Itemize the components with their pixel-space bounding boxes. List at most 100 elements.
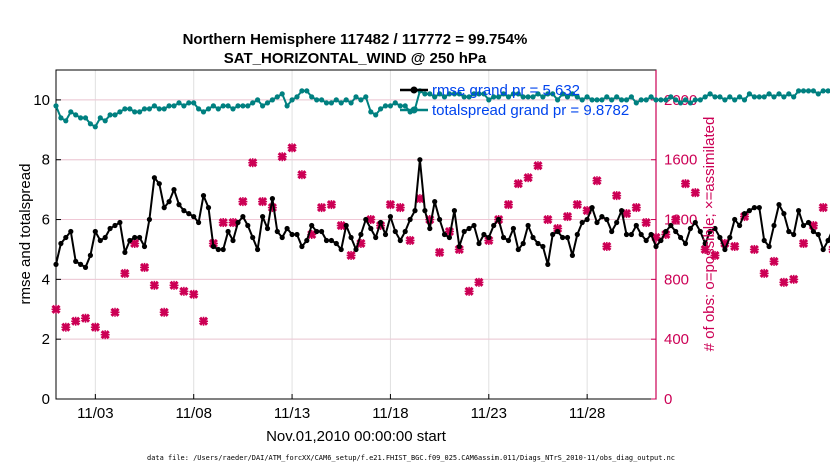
obs-point bbox=[218, 217, 228, 228]
rmse-point bbox=[510, 225, 516, 232]
spread-point bbox=[127, 106, 133, 112]
spread-point bbox=[678, 100, 684, 106]
obs-point bbox=[317, 203, 327, 213]
rmse-point bbox=[368, 225, 374, 232]
spread-point bbox=[368, 109, 374, 115]
obs-point bbox=[326, 200, 336, 210]
spread-point bbox=[343, 97, 349, 103]
spread-point bbox=[73, 112, 79, 118]
rmse-point bbox=[727, 234, 733, 241]
obs-point bbox=[257, 197, 268, 207]
y-left-tick-label: 6 bbox=[42, 212, 50, 229]
obs-point bbox=[798, 238, 809, 249]
rmse-point bbox=[323, 237, 330, 244]
rmse-point bbox=[358, 231, 364, 238]
x-tick-label: 11/03 bbox=[77, 405, 113, 422]
spread-point bbox=[638, 97, 644, 103]
spread-point bbox=[766, 91, 772, 97]
rmse-point bbox=[658, 237, 664, 244]
rmse-point bbox=[191, 214, 197, 220]
rmse-point bbox=[328, 237, 334, 244]
spread-point bbox=[161, 106, 167, 112]
rmse-point bbox=[250, 234, 256, 241]
rmse-point bbox=[171, 187, 177, 193]
rmse-point bbox=[338, 246, 344, 253]
y-axis-right-label: # of obs: o=possible; ×=assimilated bbox=[701, 117, 718, 352]
obs-point bbox=[90, 322, 100, 332]
rmse-point bbox=[235, 219, 241, 226]
rmse-point bbox=[535, 240, 541, 247]
rmse-point bbox=[97, 237, 103, 244]
obs-point bbox=[435, 247, 445, 258]
rmse-point bbox=[422, 208, 428, 214]
obs-point bbox=[346, 250, 356, 260]
rmse-point bbox=[540, 243, 546, 250]
rmse-point bbox=[53, 261, 59, 267]
obs-point bbox=[572, 200, 582, 210]
spread-point bbox=[82, 115, 89, 121]
spread-point bbox=[623, 97, 630, 103]
spread-point bbox=[579, 97, 585, 103]
spread-point bbox=[279, 91, 285, 97]
obs-point bbox=[130, 238, 140, 249]
rmse-point bbox=[314, 228, 320, 235]
rmse-point bbox=[205, 205, 212, 211]
spread-point bbox=[727, 94, 733, 100]
spread-point bbox=[309, 94, 315, 100]
spread-point bbox=[97, 115, 103, 121]
obs-point bbox=[759, 268, 769, 278]
spread-point bbox=[614, 94, 620, 100]
spread-point bbox=[132, 109, 138, 115]
chart-subtitle: SAT_HORIZONTAL_WIND @ 250 hPa bbox=[224, 50, 487, 67]
spread-point bbox=[786, 91, 792, 97]
spread-point bbox=[338, 100, 344, 106]
obs-point bbox=[297, 170, 307, 180]
spread-point bbox=[68, 109, 74, 115]
spread-point bbox=[609, 97, 615, 103]
rmse-point bbox=[815, 231, 821, 238]
spread-point bbox=[437, 91, 443, 97]
rmse-point bbox=[466, 225, 472, 232]
rmse-point bbox=[117, 219, 123, 226]
rmse-point bbox=[628, 231, 635, 238]
y-right-tick-label: 800 bbox=[664, 271, 689, 288]
legend-rmse-marker bbox=[410, 86, 418, 94]
spread-point bbox=[432, 94, 438, 100]
rmse-point bbox=[274, 228, 280, 235]
spread-point bbox=[722, 97, 728, 103]
rmse-point bbox=[279, 234, 285, 241]
rmse-point bbox=[137, 234, 143, 241]
rmse-point bbox=[500, 234, 507, 241]
rmse-point bbox=[491, 222, 497, 229]
obs-point bbox=[730, 241, 740, 252]
obs-point bbox=[149, 280, 159, 290]
rmse-point bbox=[530, 234, 536, 241]
rmse-point bbox=[746, 208, 753, 214]
obs-point bbox=[641, 217, 651, 228]
series-rmse bbox=[53, 157, 830, 270]
obs-point bbox=[395, 203, 405, 213]
spread-point bbox=[304, 88, 310, 94]
spread-point bbox=[756, 94, 762, 100]
spread-point bbox=[387, 103, 393, 109]
spread-point bbox=[564, 94, 571, 100]
spread-point bbox=[240, 103, 246, 109]
spread-point bbox=[682, 97, 689, 103]
rmse-point bbox=[309, 222, 315, 229]
spread-point bbox=[102, 118, 108, 124]
rmse-point bbox=[289, 231, 295, 238]
spread-point bbox=[540, 94, 546, 100]
spread-point bbox=[141, 106, 148, 112]
rmse-point bbox=[382, 231, 389, 238]
spread-point bbox=[481, 91, 487, 97]
obs-point bbox=[464, 286, 474, 296]
x-tick-label: 11/08 bbox=[175, 405, 211, 422]
rmse-point bbox=[102, 234, 108, 241]
rmse-point bbox=[387, 214, 393, 220]
rmse-point bbox=[786, 228, 792, 235]
rmse-point bbox=[673, 228, 679, 235]
rmse-point bbox=[200, 193, 207, 199]
rmse-point bbox=[141, 243, 148, 250]
rmse-point bbox=[132, 234, 138, 241]
spread-point bbox=[196, 106, 202, 112]
